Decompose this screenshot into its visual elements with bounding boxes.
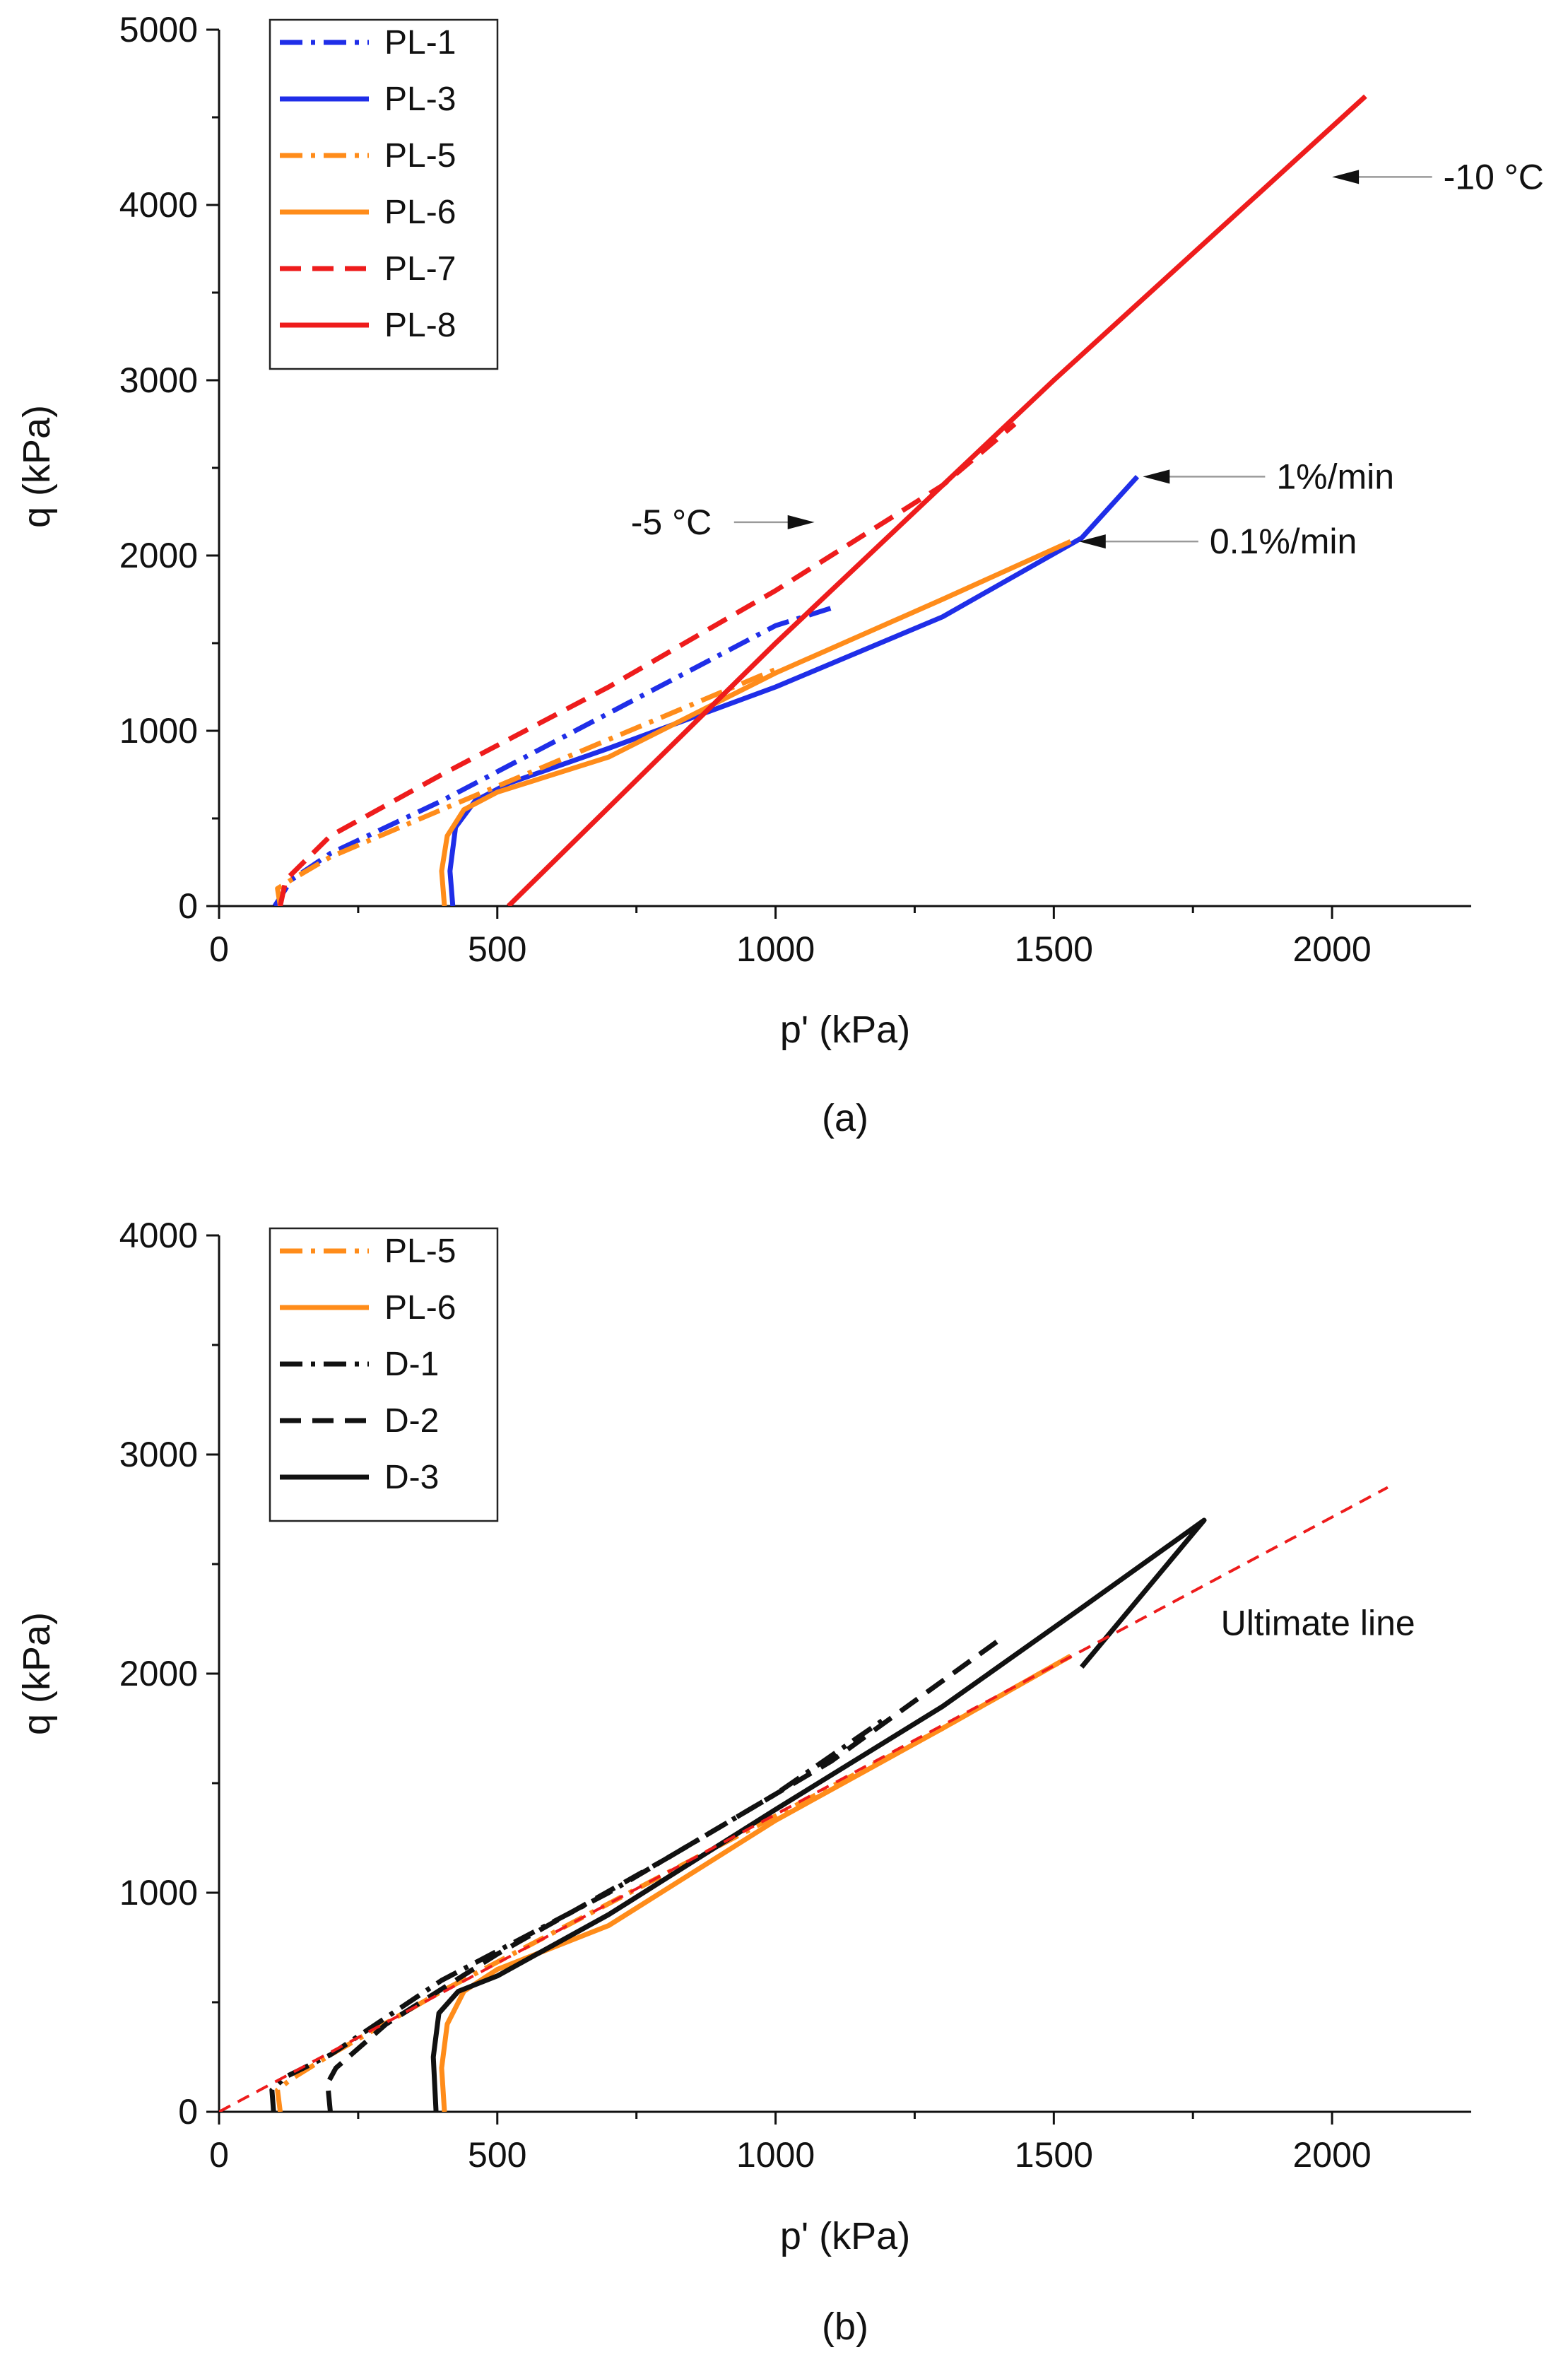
y-tick-label: 0 xyxy=(178,886,198,926)
legend-label: PL-5 xyxy=(384,1233,456,1270)
y-axis-title: q (kPa) xyxy=(16,405,58,528)
legend-box xyxy=(269,1227,499,1522)
x-tick-label: 2000 xyxy=(1292,929,1371,969)
x-tick-label: 500 xyxy=(468,929,526,969)
annotation-arrowhead xyxy=(1332,170,1360,184)
panel-label: (b) xyxy=(822,2305,868,2348)
y-tick-label: 4000 xyxy=(119,1216,198,1255)
x-tick-label: 1000 xyxy=(736,929,815,969)
series-line-d-3 xyxy=(430,1517,1207,2112)
legend-box xyxy=(269,18,499,370)
series-line-pl-6 xyxy=(439,539,1072,906)
legend-label: D-3 xyxy=(384,1459,439,1496)
y-tick-label: 1000 xyxy=(119,711,198,751)
series-line-ultimate-line xyxy=(219,1486,1389,2112)
annotation-label: Ultimate line xyxy=(1221,1604,1415,1643)
x-axis-title: p' (kPa) xyxy=(780,1009,910,1051)
annotation-label: -5 °C xyxy=(631,503,712,542)
chart-panel-a: 0 500 1000 1500 2000 0 1000 2000 3000 4000 5000 p' … xyxy=(16,10,1544,1139)
legend-label: PL-6 xyxy=(384,194,456,231)
x-tick-label: 1000 xyxy=(736,2135,815,2175)
y-tick-label: 0 xyxy=(178,2092,198,2132)
y-tick-label: 2000 xyxy=(119,1654,198,1693)
annotation-label: -10 °C xyxy=(1444,157,1544,196)
series-line-pl-6 xyxy=(439,1654,1072,2112)
y-tick-label: 2000 xyxy=(119,536,198,575)
series-line-pl-5 xyxy=(275,666,777,906)
y-axis-title: q (kPa) xyxy=(16,1612,58,1735)
chart-panel-b: 0 500 1000 1500 2000 0 1000 2000 3000 4000 p' (kPa… xyxy=(16,1216,1471,2348)
series-line-pl-3 xyxy=(447,475,1140,906)
annotation-label: 1%/min xyxy=(1276,457,1394,496)
legend-label: PL-8 xyxy=(384,307,456,344)
panel-label: (a) xyxy=(822,1097,868,1139)
legend-label: D-2 xyxy=(384,1402,439,1440)
x-tick-label: 1500 xyxy=(1015,929,1093,969)
legend-label: PL-6 xyxy=(384,1289,456,1327)
annotation-label: 0.1%/min xyxy=(1210,522,1357,561)
legend-label: D-1 xyxy=(384,1346,439,1383)
series-line-pl-7 xyxy=(278,422,1017,906)
x-axis-title: p' (kPa) xyxy=(780,2215,910,2257)
annotation-arrowhead xyxy=(787,515,815,529)
series-line-d-1 xyxy=(269,1715,889,2112)
x-tick-label: 1500 xyxy=(1015,2135,1093,2175)
series-line-pl-8 xyxy=(507,94,1367,906)
y-tick-label: 1000 xyxy=(119,1873,198,1912)
y-tick-label: 3000 xyxy=(119,360,198,400)
series-line-d-2 xyxy=(325,1638,1000,2112)
x-tick-label: 0 xyxy=(209,929,229,969)
x-tick-label: 500 xyxy=(468,2135,526,2175)
legend-label: PL-1 xyxy=(384,24,456,61)
y-tick-label: 4000 xyxy=(119,185,198,225)
x-tick-label: 0 xyxy=(209,2135,229,2175)
y-tick-label: 3000 xyxy=(119,1435,198,1474)
annotation-arrowhead xyxy=(1078,534,1106,549)
y-tick-label: 5000 xyxy=(119,10,198,49)
annotation-arrowhead xyxy=(1143,469,1170,484)
legend-label: PL-7 xyxy=(384,250,456,288)
legend-label: PL-5 xyxy=(384,137,456,175)
x-tick-label: 2000 xyxy=(1292,2135,1371,2175)
legend-label: PL-3 xyxy=(384,81,456,118)
